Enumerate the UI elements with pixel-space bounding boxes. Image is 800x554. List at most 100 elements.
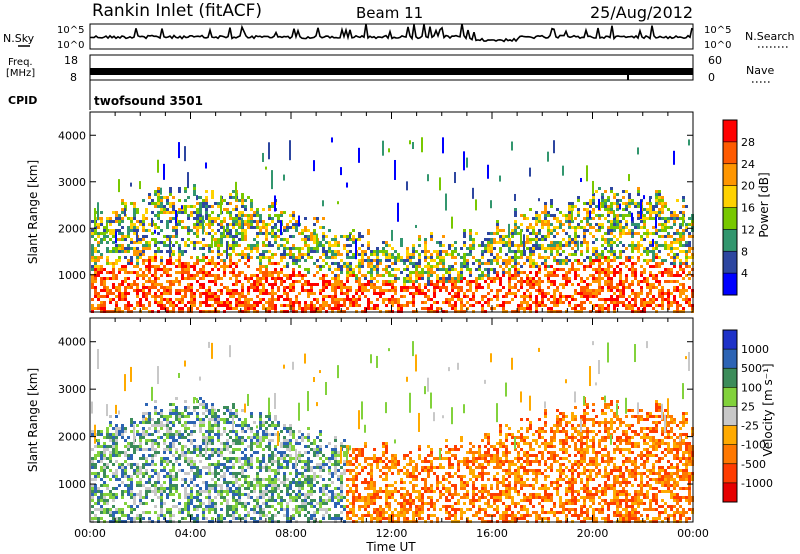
range-gate-cell: [439, 277, 442, 280]
range-gate-cell: [556, 244, 559, 247]
range-gate-cell: [547, 307, 550, 310]
range-gate-cell: [226, 514, 229, 517]
range-gate-cell: [547, 286, 550, 289]
range-gate-cell: [154, 298, 157, 301]
range-gate-cell: [181, 274, 184, 277]
range-gate-cell: [490, 200, 492, 209]
range-gate-cell: [664, 247, 667, 250]
range-gate-cell: [673, 253, 676, 256]
range-gate-cell: [235, 274, 238, 277]
range-gate-cell: [682, 286, 685, 289]
range-gate-cell: [466, 307, 469, 310]
range-gate-cell: [352, 238, 355, 241]
range-gate-cell: [262, 241, 265, 244]
range-gate-cell: [340, 235, 343, 238]
range-gate-cell: [361, 262, 364, 265]
range-gate-cell: [112, 247, 115, 250]
range-gate-cell: [103, 445, 106, 448]
range-gate-cell: [232, 274, 235, 277]
range-gate-cell: [349, 268, 352, 271]
range-gate-cell: [184, 415, 187, 418]
range-gate-cell: [661, 259, 664, 262]
range-gate-cell: [580, 304, 583, 307]
range-gate-cell: [343, 283, 346, 286]
range-gate-cell: [388, 256, 391, 259]
range-gate-cell: [643, 304, 646, 307]
range-gate-cell: [517, 271, 520, 274]
range-gate-cell: [535, 274, 538, 277]
range-gate-cell: [688, 235, 691, 238]
range-gate-cell: [427, 274, 430, 277]
range-gate-cell: [199, 502, 202, 505]
power-x-ticks: [89, 112, 694, 312]
range-gate-cell: [226, 457, 229, 460]
range-gate-cell: [592, 259, 595, 262]
range-gate-cell: [337, 262, 340, 265]
range-gate-cell: [595, 190, 598, 193]
range-gate-cell: [664, 259, 667, 262]
range-gate-cell: [205, 289, 208, 292]
range-gate-cell: [217, 205, 220, 208]
range-gate-cell: [247, 196, 250, 199]
range-gate-cell: [571, 283, 574, 286]
range-gate-cell: [166, 292, 169, 295]
range-gate-cell: [244, 274, 247, 277]
range-gate-cell: [157, 202, 160, 205]
range-gate-cell: [313, 298, 316, 301]
range-gate-cell: [265, 229, 268, 232]
range-gate-cell: [112, 517, 115, 520]
range-gate-cell: [502, 286, 505, 289]
range-gate-cell: [142, 217, 145, 220]
range-gate-cell: [115, 424, 118, 427]
range-gate-cell: [643, 232, 646, 235]
range-gate-cell: [277, 277, 280, 280]
range-gate-cell: [100, 289, 103, 292]
range-gate-cell: [142, 496, 145, 499]
range-gate-cell: [130, 475, 133, 478]
range-gate-cell: [529, 265, 532, 268]
range-gate-cell: [178, 280, 181, 283]
range-gate-cell: [676, 232, 679, 235]
range-gate-cell: [136, 295, 139, 298]
range-gate-cell: [184, 487, 187, 490]
range-gate-cell: [94, 472, 97, 475]
range-gate-cell: [196, 448, 199, 451]
range-gate-cell: [688, 250, 691, 253]
range-gate-cell: [436, 262, 439, 265]
range-gate-cell: [244, 478, 247, 481]
range-gate-cell: [196, 256, 199, 259]
range-gate-cell: [286, 265, 289, 268]
range-gate-cell: [244, 469, 247, 472]
range-gate-cell: [313, 238, 316, 241]
range-gate-cell: [226, 208, 229, 211]
range-gate-cell: [238, 223, 241, 226]
range-gate-cell: [169, 235, 172, 238]
range-gate-cell: [166, 472, 169, 475]
range-gate-cell: [322, 232, 325, 235]
range-gate-cell: [469, 286, 472, 289]
range-gate-cell: [667, 220, 670, 223]
range-gate-cell: [118, 220, 121, 223]
range-gate-cell: [136, 253, 139, 256]
range-gate-cell: [160, 220, 163, 223]
range-gate-cell: [454, 307, 457, 310]
range-gate-cell: [97, 430, 100, 433]
range-gate-cell: [154, 439, 157, 442]
range-gate-cell: [235, 262, 238, 265]
range-gate-cell: [196, 484, 199, 487]
range-gate-cell: [532, 280, 535, 283]
range-gate-cell: [154, 214, 157, 217]
range-gate-cell: [577, 226, 580, 229]
range-gate-cell: [172, 202, 175, 205]
range-gate-cell: [115, 289, 118, 292]
range-gate-cell: [238, 304, 241, 307]
range-gate-cell: [622, 232, 625, 235]
range-gate-cell: [211, 256, 214, 259]
range-gate-cell: [178, 508, 181, 511]
range-gate-cell: [670, 256, 673, 259]
range-gate-cell: [430, 256, 433, 259]
range-gate-cell: [232, 247, 235, 250]
range-gate-cell: [496, 298, 499, 301]
range-gate-cell: [625, 259, 628, 262]
range-gate-cell: [664, 280, 667, 283]
